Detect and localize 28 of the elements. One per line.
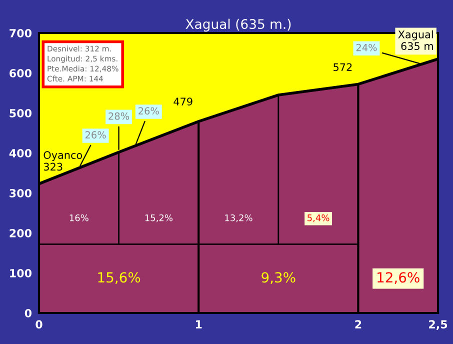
y-tick-label: 200 bbox=[10, 228, 32, 238]
annotation: 12,6% bbox=[378, 272, 420, 284]
x-tick-label: 0 bbox=[36, 320, 42, 329]
y-tick-label: 300 bbox=[10, 188, 32, 198]
annotation: Xagual 635 m bbox=[398, 30, 433, 50]
y-tick-label: 700 bbox=[10, 28, 32, 38]
y-tick-label: 500 bbox=[10, 108, 32, 118]
annotation: 15,6% bbox=[98, 272, 140, 284]
x-tick-label: 2,5 bbox=[429, 320, 448, 330]
annotation: 9,3% bbox=[262, 272, 296, 284]
y-tick-label: 400 bbox=[9, 148, 32, 158]
annotation: 16% bbox=[70, 214, 88, 222]
annotation: 28% bbox=[108, 112, 130, 120]
annotation: 24% bbox=[356, 44, 377, 52]
annotation: Oyanco 323 bbox=[44, 151, 82, 171]
annotation: 479 bbox=[174, 98, 192, 106]
annotation: 572 bbox=[334, 63, 352, 72]
x-tick-label: 2 bbox=[355, 320, 362, 328]
y-tick-label: 600 bbox=[10, 68, 32, 78]
annotation: 15,2% bbox=[145, 214, 173, 222]
annotation: 5,4% bbox=[308, 214, 330, 222]
x-tick-label: 1 bbox=[196, 320, 202, 328]
y-tick-label: 0 bbox=[24, 308, 32, 318]
annotation: 26% bbox=[85, 131, 106, 139]
annotation: 26% bbox=[138, 107, 159, 115]
chart-title: Xagual (635 m.) bbox=[186, 18, 291, 32]
annotation: 13,2% bbox=[225, 214, 252, 222]
y-tick-label: 100 bbox=[10, 268, 32, 278]
